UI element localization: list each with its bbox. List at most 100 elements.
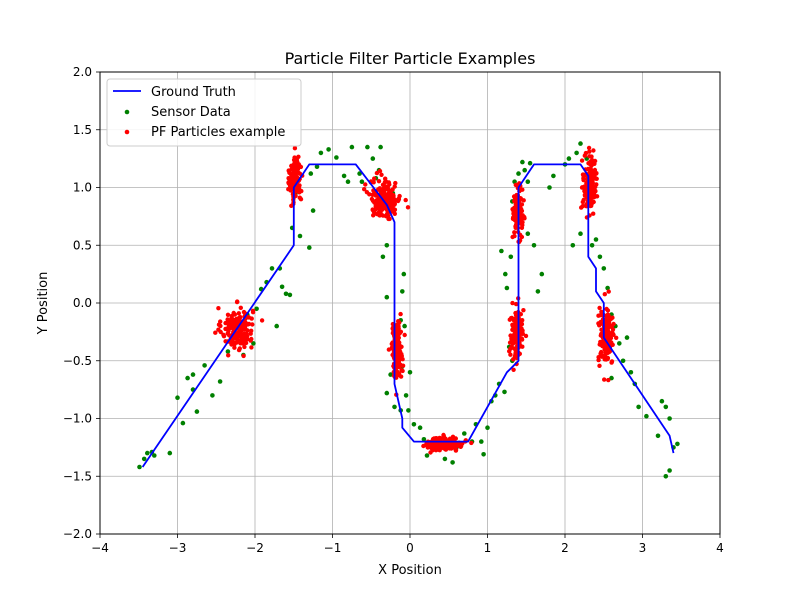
y-tick-label: −1.0 <box>63 412 92 426</box>
pf-particle-point <box>362 187 367 192</box>
pf-particle-point <box>384 212 390 217</box>
legend-pf-particles-label: PF Particles example <box>151 125 285 140</box>
pf-particle-point <box>610 315 615 320</box>
pf-particle-point <box>246 315 252 320</box>
pf-particle-point <box>289 203 294 208</box>
sensor-data-point <box>334 155 339 160</box>
sensor-data-point <box>314 164 320 169</box>
pf-particle-point <box>370 207 376 213</box>
sensor-data-point <box>609 375 614 381</box>
y-tick-label: −0.5 <box>63 354 92 368</box>
sensor-data-point <box>202 363 207 368</box>
sensor-data-point <box>636 404 641 410</box>
sensor-data-point <box>274 323 280 329</box>
pf-particle-point <box>454 442 460 447</box>
x-tick-label: −1 <box>324 541 342 555</box>
pf-particle-point <box>218 323 223 329</box>
pf-particle-point <box>511 357 516 362</box>
pf-particle-point <box>521 308 526 313</box>
sensor-data-point <box>370 156 376 161</box>
pf-particle-point <box>296 154 301 159</box>
sensor-data-point <box>525 231 531 236</box>
pf-particle-point <box>291 163 296 168</box>
pf-particle-point <box>602 292 607 297</box>
pf-particle-point <box>240 341 245 346</box>
pf-particle-point <box>385 184 390 190</box>
pf-particle-point <box>588 162 593 167</box>
sensor-data-point <box>520 159 525 165</box>
sensor-data-point <box>531 243 537 248</box>
pf-particle-point <box>250 310 256 315</box>
pf-particle-point <box>229 322 235 327</box>
pf-particle-point <box>507 340 513 345</box>
pf-particle-point <box>396 324 401 329</box>
sensor-data-point <box>424 453 430 458</box>
pf-particle-point <box>363 182 368 187</box>
pf-particle-point <box>243 334 248 339</box>
y-tick-label: 1.5 <box>73 123 92 137</box>
pf-particle-point <box>249 345 254 350</box>
pf-particle-point <box>591 174 596 179</box>
pf-particle-point <box>439 443 445 448</box>
pf-particle-point <box>399 368 404 373</box>
pf-particle-point <box>520 318 525 323</box>
sensor-data-point <box>406 408 411 413</box>
y-axis-label: Y Position <box>36 272 51 336</box>
pf-particle-point <box>291 157 297 163</box>
legend: Ground Truth Sensor Data PF Particles ex… <box>106 78 302 147</box>
sensor-data-point <box>516 171 521 176</box>
pf-particle-point <box>606 322 611 327</box>
pf-particle-point <box>508 352 513 357</box>
sensor-data-point <box>283 291 289 297</box>
x-tick-label: 2 <box>561 541 569 555</box>
pf-particle-point <box>429 446 434 451</box>
pf-particle-point <box>372 191 378 196</box>
plot-area <box>137 141 680 479</box>
pf-particle-point <box>605 312 610 318</box>
pf-particle-point <box>241 353 246 359</box>
sensor-data-point <box>525 179 531 184</box>
pf-particle-point <box>609 340 614 345</box>
pf-particle-point <box>519 202 525 207</box>
sensor-data-point <box>190 372 196 377</box>
pf-particle-point <box>233 319 239 324</box>
pf-particle-point <box>286 168 291 173</box>
sensor-data-point <box>400 289 405 294</box>
sensor-data-point <box>522 167 527 173</box>
x-tick-label: −3 <box>169 541 187 555</box>
pf-particle-point <box>216 327 221 332</box>
pf-particle-point <box>236 311 241 316</box>
sensor-data-point <box>297 233 303 239</box>
pf-particle-point <box>389 345 395 350</box>
pf-particle-point <box>230 339 235 344</box>
x-tick-label: 3 <box>639 541 647 555</box>
pf-particle-point <box>606 377 611 383</box>
sensor-data-point <box>551 173 556 179</box>
pf-particle-point <box>298 164 304 170</box>
pf-particle-point <box>377 200 382 206</box>
pf-particle-point <box>518 196 523 201</box>
grid <box>100 72 720 534</box>
sensor-data-point <box>251 341 256 346</box>
pf-particle-point <box>512 338 517 344</box>
pf-particle-point <box>512 346 517 351</box>
pf-particle-point <box>430 436 436 442</box>
pf-particle-point <box>610 331 616 337</box>
sensor-data-point <box>570 243 576 248</box>
legend-sensor-data-label: Sensor Data <box>151 105 231 120</box>
pf-particle-point <box>591 186 596 191</box>
pf-particle-point <box>597 363 602 368</box>
pf-particle-point <box>592 158 598 164</box>
legend-box <box>106 78 302 147</box>
pf-particle-point <box>604 306 609 312</box>
pf-particle-point <box>450 441 455 447</box>
pf-particle-point <box>596 355 601 360</box>
pf-particle-point <box>580 203 585 209</box>
pf-particle-point <box>607 336 612 341</box>
sensor-data-point <box>365 144 370 150</box>
pf-particle-point <box>364 190 370 195</box>
sensor-data-point <box>137 464 142 470</box>
sensor-data-point <box>566 156 572 161</box>
pf-particle-point <box>242 344 247 350</box>
